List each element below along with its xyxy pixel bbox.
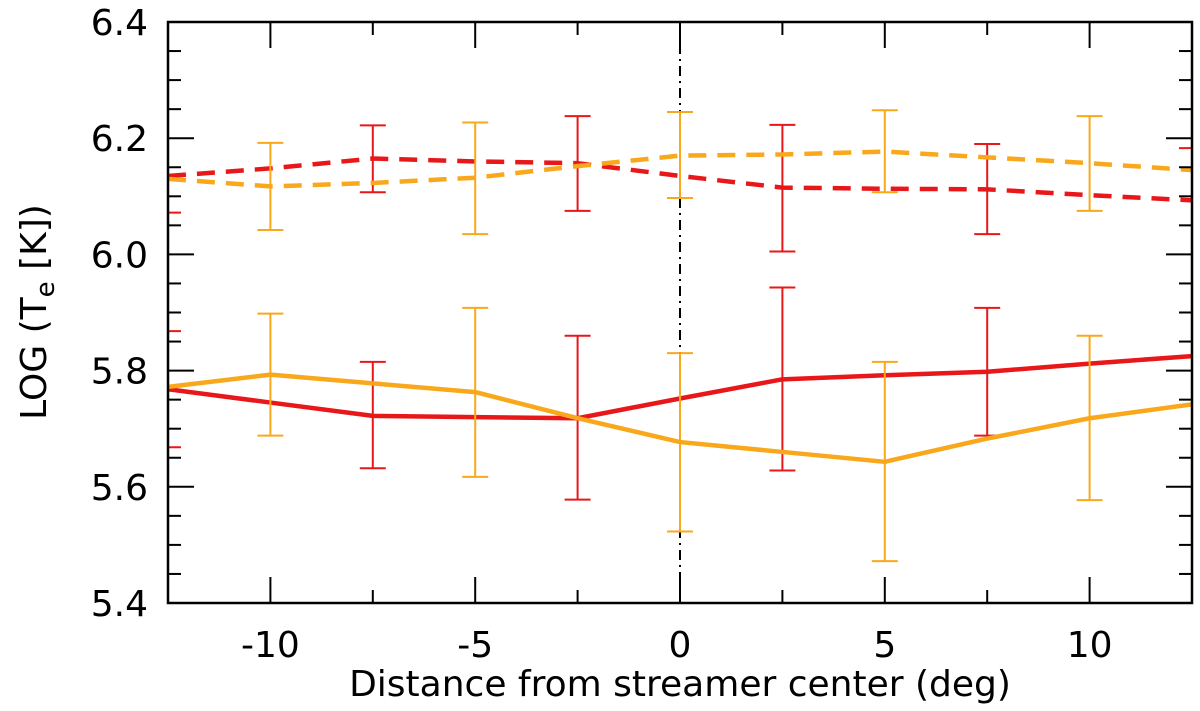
x-tick-label: -5 xyxy=(457,625,493,666)
y-axis-title-subscript: e xyxy=(31,281,61,297)
x-tick-label: 5 xyxy=(873,625,896,666)
y-tick-label: 6.0 xyxy=(91,235,148,276)
axes xyxy=(166,20,1194,605)
x-tick-label: 0 xyxy=(669,625,692,666)
x-tick-label: -10 xyxy=(241,625,300,666)
series-group xyxy=(168,109,1192,563)
y-tick-label: 5.8 xyxy=(91,352,148,393)
tick-labels: -10 -5 0 5 10 5.4 5.6 5.8 6.0 6.2 6.4 xyxy=(91,3,1113,666)
series-orange-dashed xyxy=(168,109,1192,236)
y-tick-label: 5.4 xyxy=(91,584,148,625)
series-orange-solid xyxy=(168,306,1192,563)
series-line xyxy=(168,156,1192,203)
x-tick-label: 10 xyxy=(1067,625,1113,666)
series-line xyxy=(168,149,1192,189)
series-red-solid xyxy=(168,286,1192,501)
y-tick-label: 6.2 xyxy=(91,119,148,160)
series-red-dashed xyxy=(168,115,1192,253)
y-tick-label: 5.6 xyxy=(91,468,148,509)
y-axis-title: LOG (Te [K]) xyxy=(14,204,61,420)
x-axis-title: Distance from streamer center (deg) xyxy=(349,664,1011,705)
y-tick-label: 6.4 xyxy=(91,3,148,44)
